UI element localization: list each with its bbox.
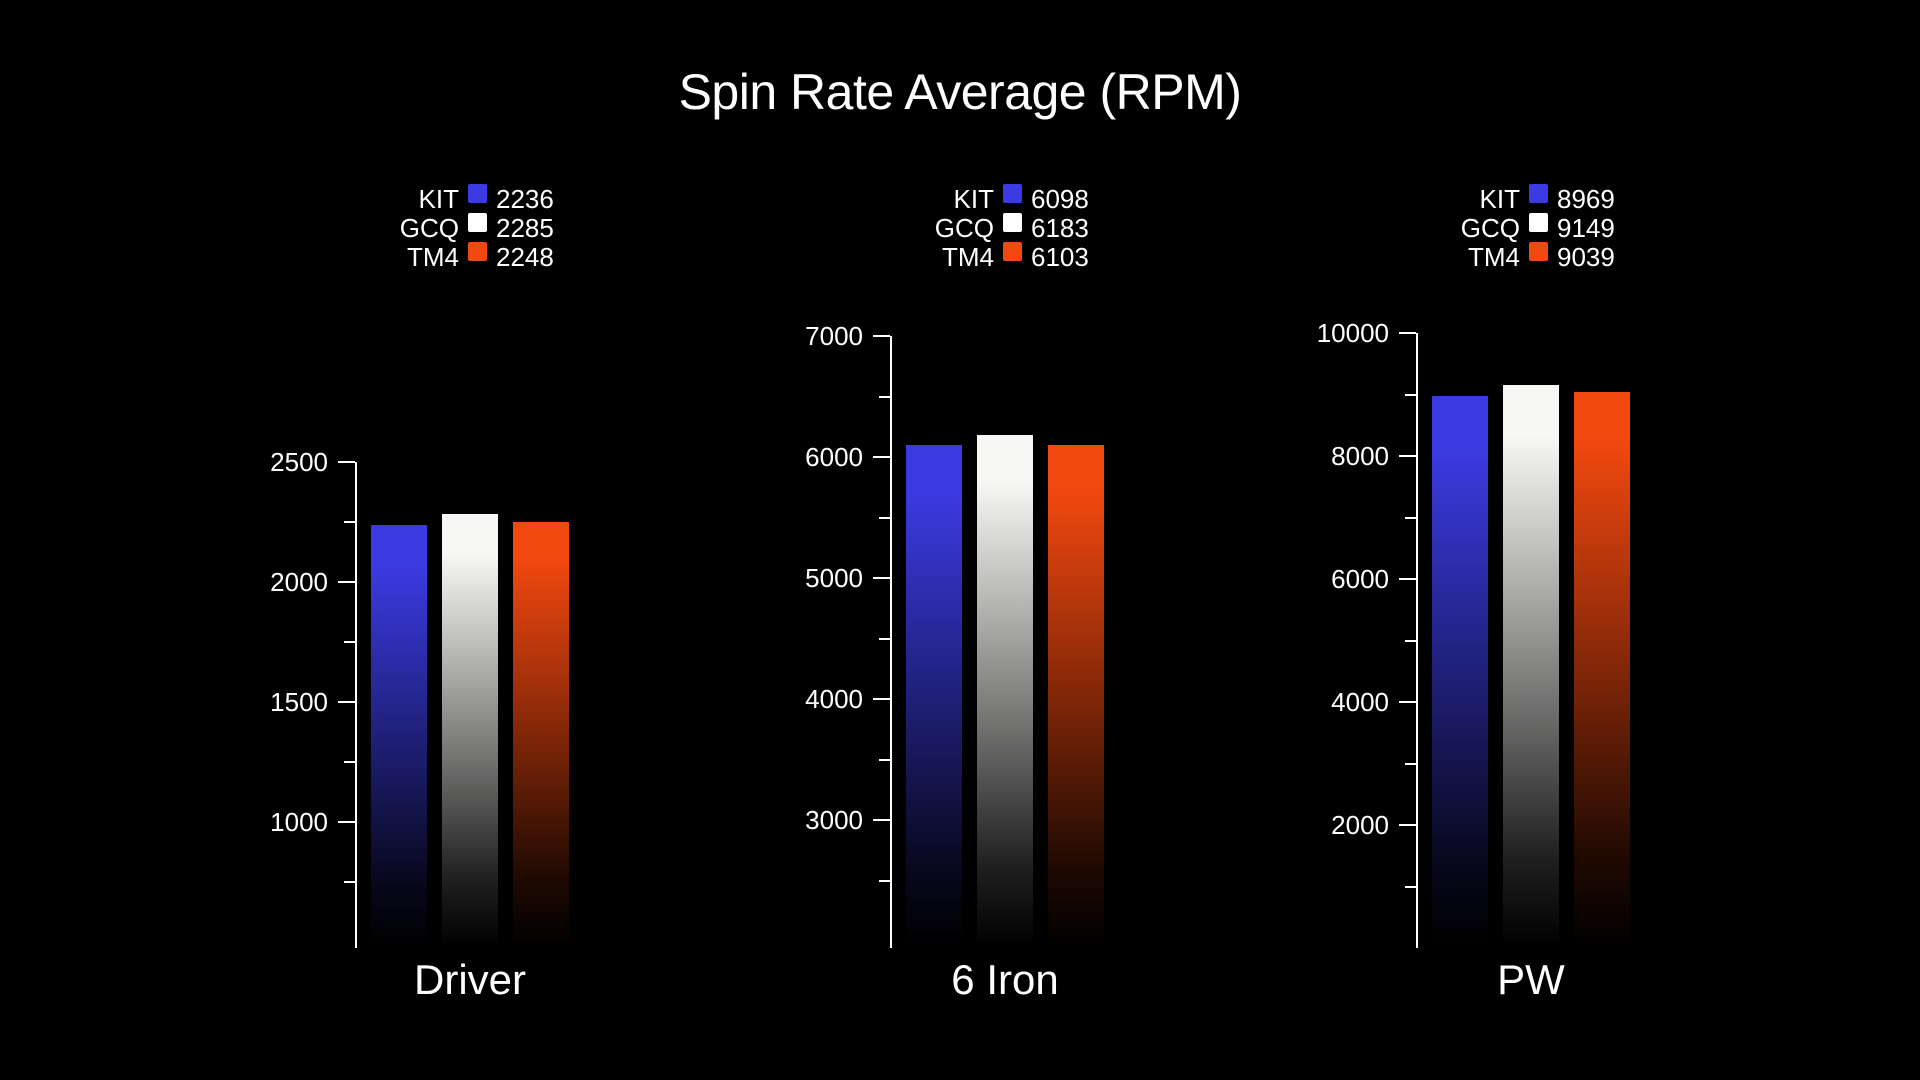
minor-tick-pw-3000 bbox=[1405, 763, 1416, 765]
legend-series-label-kit-driver: KIT bbox=[418, 184, 459, 214]
major-tick-6iron-5000 bbox=[873, 577, 890, 579]
legend-series-label-kit-pw: KIT bbox=[1479, 184, 1520, 214]
legend-swatch-kit-6iron bbox=[1003, 184, 1022, 203]
minor-tick-driver-1750 bbox=[344, 641, 355, 643]
legend-value-gcq-driver: 2285 bbox=[496, 213, 554, 243]
legend-swatch-gcq-driver bbox=[468, 213, 487, 232]
major-tick-pw-4000 bbox=[1399, 701, 1416, 703]
legend-value-kit-pw: 8969 bbox=[1557, 184, 1615, 214]
legend-swatch-tm4-pw bbox=[1529, 242, 1548, 261]
minor-tick-driver-750 bbox=[344, 881, 355, 883]
minor-tick-pw-1000 bbox=[1405, 886, 1416, 888]
legend-series-label-gcq-6iron: GCQ bbox=[934, 213, 994, 243]
legend-value-gcq-pw: 9149 bbox=[1557, 213, 1615, 243]
legend-series-label-gcq-pw: GCQ bbox=[1460, 213, 1520, 243]
major-tick-6iron-3000 bbox=[873, 819, 890, 821]
major-tick-6iron-7000 bbox=[873, 335, 890, 337]
category-label-driver: Driver bbox=[414, 956, 526, 1003]
major-tick-driver-1500 bbox=[338, 701, 355, 703]
bar-tm4-driver bbox=[513, 522, 569, 948]
major-tick-pw-6000 bbox=[1399, 578, 1416, 580]
legend-value-tm4-driver: 2248 bbox=[496, 242, 554, 272]
minor-tick-pw-9000 bbox=[1405, 394, 1416, 396]
minor-tick-6iron-2500 bbox=[879, 880, 890, 882]
category-label-pw: PW bbox=[1497, 956, 1565, 1003]
bar-tm4-6iron bbox=[1048, 445, 1104, 948]
legend-series-label-tm4-6iron: TM4 bbox=[942, 242, 994, 272]
legend-swatch-tm4-6iron bbox=[1003, 242, 1022, 261]
tick-label-pw-4000: 4000 bbox=[1331, 687, 1389, 717]
legend-swatch-kit-driver bbox=[468, 184, 487, 203]
tick-label-6iron-7000: 7000 bbox=[805, 321, 863, 351]
bar-kit-driver bbox=[371, 525, 427, 948]
legend-series-label-tm4-pw: TM4 bbox=[1468, 242, 1520, 272]
minor-tick-6iron-4500 bbox=[879, 638, 890, 640]
tick-label-6iron-6000: 6000 bbox=[805, 442, 863, 472]
legend-value-tm4-pw: 9039 bbox=[1557, 242, 1615, 272]
minor-tick-driver-1250 bbox=[344, 761, 355, 763]
bar-gcq-pw bbox=[1503, 385, 1559, 948]
legend-swatch-gcq-6iron bbox=[1003, 213, 1022, 232]
legend-swatch-kit-pw bbox=[1529, 184, 1548, 203]
tick-label-pw-10000: 10000 bbox=[1316, 318, 1389, 348]
major-tick-pw-2000 bbox=[1399, 824, 1416, 826]
tick-label-6iron-4000: 4000 bbox=[805, 684, 863, 714]
tick-label-pw-2000: 2000 bbox=[1331, 810, 1389, 840]
chart-title: Spin Rate Average (RPM) bbox=[678, 64, 1242, 120]
legend-value-tm4-6iron: 6103 bbox=[1031, 242, 1089, 272]
major-tick-6iron-4000 bbox=[873, 698, 890, 700]
legend-value-kit-6iron: 6098 bbox=[1031, 184, 1089, 214]
minor-tick-6iron-3500 bbox=[879, 759, 890, 761]
minor-tick-pw-7000 bbox=[1405, 517, 1416, 519]
major-tick-6iron-6000 bbox=[873, 456, 890, 458]
tick-label-driver-1500: 1500 bbox=[270, 687, 328, 717]
major-tick-driver-2500 bbox=[338, 461, 355, 463]
bar-kit-6iron bbox=[906, 445, 962, 948]
y-axis-line-6iron bbox=[890, 336, 892, 948]
y-axis-line-pw bbox=[1416, 333, 1418, 948]
y-axis-line-driver bbox=[355, 462, 357, 948]
legend-swatch-gcq-pw bbox=[1529, 213, 1548, 232]
minor-tick-6iron-5500 bbox=[879, 517, 890, 519]
tick-label-pw-6000: 6000 bbox=[1331, 564, 1389, 594]
tick-label-6iron-5000: 5000 bbox=[805, 563, 863, 593]
legend-series-label-gcq-driver: GCQ bbox=[399, 213, 459, 243]
tick-label-pw-8000: 8000 bbox=[1331, 441, 1389, 471]
minor-tick-pw-5000 bbox=[1405, 640, 1416, 642]
bar-tm4-pw bbox=[1574, 392, 1630, 948]
legend-series-label-kit-6iron: KIT bbox=[953, 184, 994, 214]
category-label-6iron: 6 Iron bbox=[951, 956, 1059, 1003]
tick-label-driver-2000: 2000 bbox=[270, 567, 328, 597]
legend-value-kit-driver: 2236 bbox=[496, 184, 554, 214]
major-tick-pw-8000 bbox=[1399, 455, 1416, 457]
major-tick-pw-10000 bbox=[1399, 332, 1416, 334]
bar-gcq-6iron bbox=[977, 435, 1033, 948]
legend-value-gcq-6iron: 6183 bbox=[1031, 213, 1089, 243]
legend-swatch-tm4-driver bbox=[468, 242, 487, 261]
tick-label-driver-2500: 2500 bbox=[270, 447, 328, 477]
bar-gcq-driver bbox=[442, 514, 498, 948]
minor-tick-6iron-6500 bbox=[879, 396, 890, 398]
tick-label-6iron-3000: 3000 bbox=[805, 805, 863, 835]
tick-label-driver-1000: 1000 bbox=[270, 807, 328, 837]
legend-series-label-tm4-driver: TM4 bbox=[407, 242, 459, 272]
minor-tick-driver-2250 bbox=[344, 521, 355, 523]
major-tick-driver-2000 bbox=[338, 581, 355, 583]
bar-kit-pw bbox=[1432, 396, 1488, 948]
major-tick-driver-1000 bbox=[338, 821, 355, 823]
